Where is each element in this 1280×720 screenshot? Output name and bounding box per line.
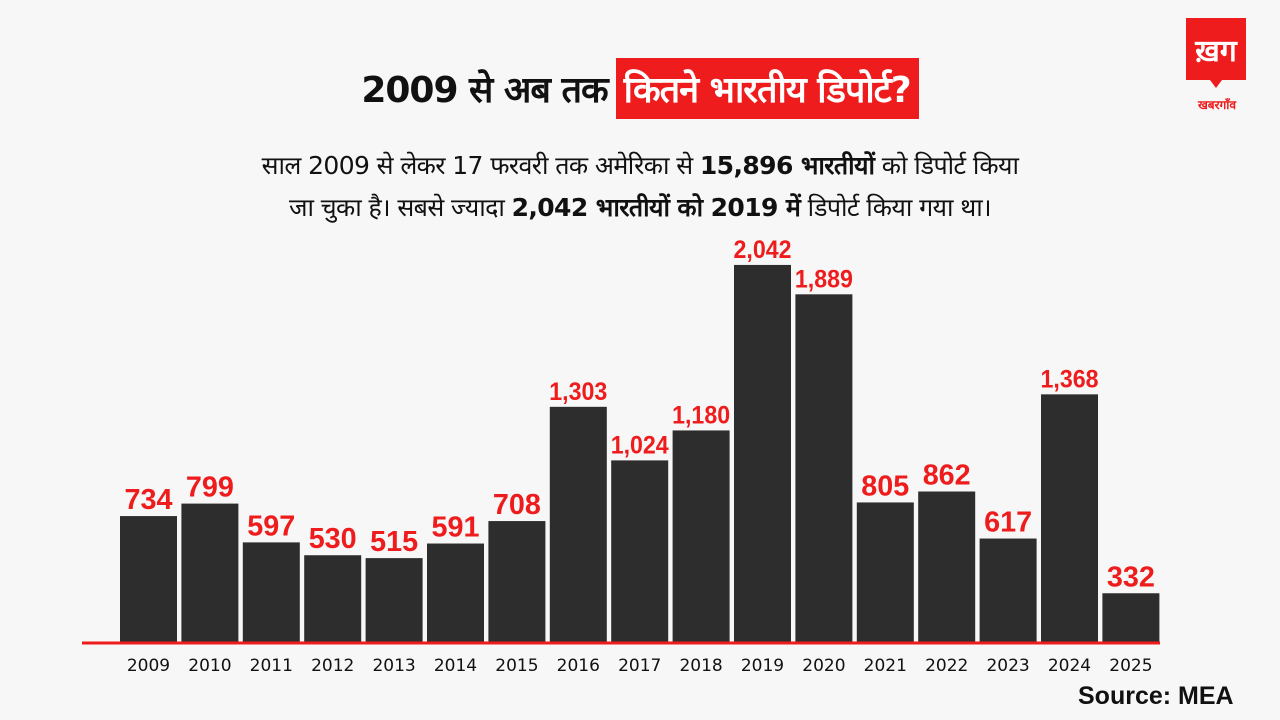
- subtitle: साल 2009 से लेकर 17 फरवरी तक अमेरिका से …: [0, 145, 1280, 229]
- title-plain: 2009 से अब तक: [361, 70, 608, 111]
- x-tick-label: 2021: [864, 656, 907, 676]
- x-tick-label: 2016: [557, 656, 600, 676]
- bar: [979, 538, 1037, 642]
- bar: [242, 542, 300, 642]
- title-row: 2009 से अब तक कितने भारतीय डिपोर्ट?: [0, 58, 1280, 119]
- bar: [611, 460, 669, 642]
- x-tick-label: 2013: [372, 656, 415, 676]
- data-label: 332: [1107, 561, 1155, 593]
- logo-icon: ख़ग: [1186, 18, 1246, 88]
- subtitle-text: डिपोर्ट किया गया था।: [800, 193, 992, 222]
- subtitle-line-1: साल 2009 से लेकर 17 फरवरी तक अमेरिका से …: [0, 145, 1280, 187]
- x-tick-label: 2024: [1048, 656, 1091, 676]
- bar: [672, 430, 730, 642]
- x-tick-label: 2009: [127, 656, 170, 676]
- data-label: 734: [125, 484, 173, 516]
- bar: [795, 294, 853, 642]
- data-label: 708: [493, 489, 541, 521]
- bar: [549, 406, 607, 642]
- bar: [427, 543, 484, 642]
- x-tick-label: 2022: [925, 656, 968, 676]
- x-tick-label: 2010: [188, 656, 231, 676]
- x-tick-label: 2015: [495, 656, 538, 676]
- bar: [181, 503, 239, 642]
- x-tick-label: 2023: [986, 656, 1029, 676]
- x-tick-label: 2025: [1109, 656, 1152, 676]
- title-highlight: कितने भारतीय डिपोर्ट?: [615, 58, 919, 119]
- data-label: 597: [247, 510, 295, 542]
- bar: [120, 516, 177, 642]
- x-tick-label: 2011: [250, 656, 293, 676]
- data-label: 1,368: [1041, 365, 1099, 393]
- x-tick-label: 2019: [741, 656, 784, 676]
- data-label: 1,303: [549, 378, 607, 406]
- data-label: 1,024: [611, 431, 669, 459]
- x-tick-label: 2012: [311, 656, 354, 676]
- bar: [918, 491, 976, 642]
- bar: [734, 264, 791, 642]
- x-tick-label: 2020: [802, 656, 845, 676]
- data-label: 799: [186, 472, 234, 504]
- subtitle-text: जा चुका है। सबसे ज्यादा: [289, 193, 512, 222]
- x-tick-label: 2017: [618, 656, 661, 676]
- subtitle-text: साल 2009 से लेकर 17 फरवरी तक अमेरिका से: [261, 151, 700, 180]
- subtitle-text: को डिपोर्ट किया: [874, 151, 1019, 180]
- logo-text: खबरगाँव: [1197, 98, 1237, 112]
- x-tick-label: 2014: [434, 656, 477, 676]
- bar: [304, 555, 362, 642]
- x-tick-label: 2018: [679, 656, 722, 676]
- bar: [1041, 394, 1098, 642]
- subtitle-highlight: 15,896 भारतीयों: [699, 151, 875, 180]
- data-label: 515: [370, 526, 418, 558]
- bar: [856, 502, 914, 642]
- bar: [1102, 593, 1160, 642]
- data-label: 1,180: [672, 401, 730, 429]
- data-label: 805: [861, 470, 909, 502]
- source-label: Source: MEA: [1078, 682, 1234, 710]
- subtitle-line-2: जा चुका है। सबसे ज्यादा 2,042 भारतीयों क…: [0, 187, 1280, 229]
- data-label: 617: [984, 507, 1032, 539]
- bar: [488, 521, 546, 642]
- bar: [365, 558, 423, 642]
- subtitle-highlight: 2,042 भारतीयों को 2019 में: [511, 193, 801, 222]
- data-label: 862: [923, 459, 971, 491]
- data-label: 591: [432, 512, 480, 544]
- data-label: 530: [309, 523, 357, 555]
- data-label: 1,889: [795, 265, 853, 293]
- data-label: 2,042: [734, 236, 792, 264]
